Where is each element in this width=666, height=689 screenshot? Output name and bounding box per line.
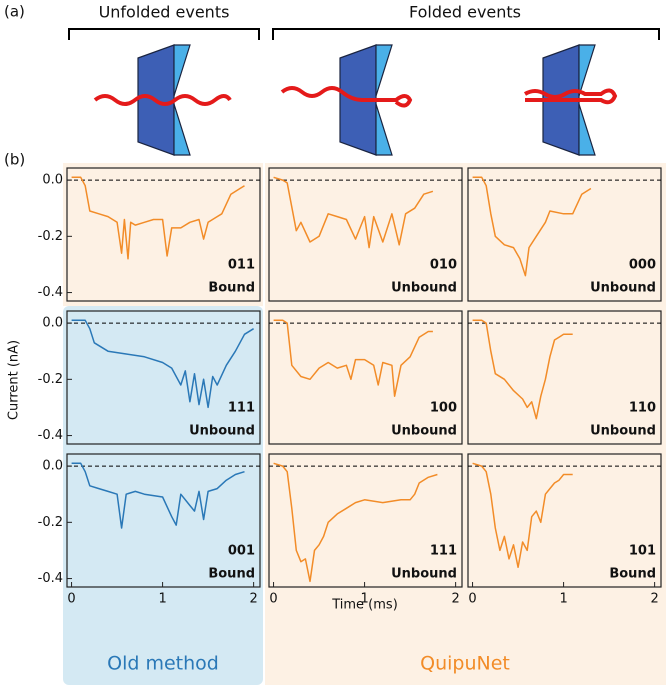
plot-area — [66, 453, 261, 588]
y-axis-label: Current (nA) — [7, 340, 22, 420]
header: Folded events — [409, 3, 521, 22]
x-axis-label: Time (ms) — [331, 598, 398, 613]
event-status: Bound — [208, 281, 255, 296]
group-label: Old method — [107, 653, 219, 675]
event-code: 110 — [629, 401, 656, 416]
plot-area — [66, 310, 261, 445]
y-tick-label: 0.0 — [42, 316, 63, 331]
x-tick-label: 2 — [650, 592, 658, 607]
y-tick-label: -0.2 — [38, 372, 63, 387]
event-status: Unbound — [391, 567, 457, 582]
event-code: 111 — [430, 544, 457, 559]
panel-label: (a) — [4, 3, 25, 21]
y-tick-label: -0.4 — [38, 428, 63, 443]
y-tick-label: 0.0 — [42, 173, 63, 188]
event-status: Unbound — [391, 281, 457, 296]
event-code: 100 — [430, 401, 457, 416]
trace — [71, 462, 245, 529]
event-status: Unbound — [590, 424, 656, 439]
y-tick-label: -0.2 — [38, 229, 63, 244]
y-tick-label: 0.0 — [42, 459, 63, 474]
plot-area — [66, 167, 261, 302]
event-code: 011 — [228, 258, 255, 273]
y-tick-label: -0.4 — [38, 571, 63, 586]
x-tick-label: 2 — [451, 592, 459, 607]
y-tick-label: -0.2 — [38, 515, 63, 530]
event-code: 000 — [629, 258, 656, 273]
event-code: 001 — [228, 544, 255, 559]
x-tick-label: 1 — [158, 592, 166, 607]
event-code: 111 — [228, 401, 255, 416]
header: Unfolded events — [99, 3, 230, 22]
trace — [273, 462, 438, 583]
trace — [472, 462, 573, 569]
event-status: Unbound — [590, 281, 656, 296]
x-tick-label: 0 — [67, 592, 75, 607]
plot-area — [268, 167, 463, 302]
group-label: QuipuNet — [420, 653, 510, 675]
trace — [71, 319, 254, 409]
event-status: Unbound — [391, 424, 457, 439]
event-code: 010 — [430, 258, 457, 273]
event-status: Unbound — [189, 424, 255, 439]
x-tick-label: 0 — [269, 592, 277, 607]
bracket — [68, 28, 660, 40]
trace — [273, 319, 433, 397]
event-code: 101 — [629, 544, 656, 559]
plot-area — [467, 167, 662, 302]
x-tick-label: 2 — [249, 592, 257, 607]
x-tick-label: 1 — [559, 592, 567, 607]
trace — [71, 176, 245, 260]
plot-area — [467, 453, 662, 588]
trace — [472, 319, 573, 420]
trace — [472, 176, 592, 277]
y-tick-label: -0.4 — [38, 285, 63, 300]
plot-area — [268, 310, 463, 445]
event-status: Bound — [208, 567, 255, 582]
panel-label: (b) — [4, 151, 25, 169]
x-tick-label: 1 — [360, 592, 368, 607]
nanopore-icons — [93, 44, 618, 156]
x-tick-label: 0 — [468, 592, 476, 607]
event-status: Bound — [609, 567, 656, 582]
trace — [273, 176, 434, 249]
